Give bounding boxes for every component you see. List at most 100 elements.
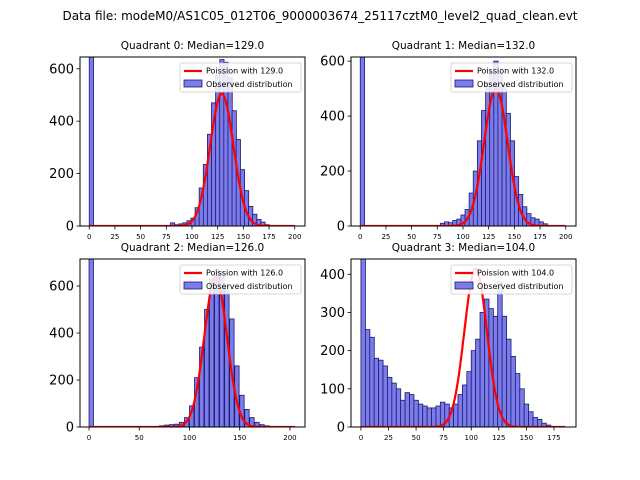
legend-box xyxy=(450,62,573,93)
x-tick-label: 175 xyxy=(262,233,275,241)
x-tick-label: 0 xyxy=(87,434,91,442)
x-tick-label: 75 xyxy=(439,434,448,442)
x-tick-label: 125 xyxy=(492,434,505,442)
legend-line-label: Poission with 104.0 xyxy=(477,269,554,278)
histogram-bar xyxy=(528,411,534,427)
histogram-bar xyxy=(457,394,463,427)
y-tick-label: 400 xyxy=(320,268,345,283)
subplots: Quadrant 0: Median=129.0 0 25 50 75 100 125 150… xyxy=(49,40,577,442)
histogram-bar xyxy=(453,403,459,427)
legend-box xyxy=(179,264,302,295)
histogram-bar xyxy=(510,355,516,427)
y-tick-label: 200 xyxy=(320,344,345,359)
histogram-bar xyxy=(231,110,237,226)
x-tick-label: 50 xyxy=(412,434,421,442)
histogram-bar xyxy=(479,312,485,427)
histogram-bar xyxy=(395,388,402,427)
legend: Poission with 126.0 Observed distribution xyxy=(179,264,302,295)
histogram-bar xyxy=(514,373,521,427)
x-tick-label: 100 xyxy=(183,434,196,442)
axes-frame xyxy=(350,258,577,428)
histogram-bar xyxy=(409,394,415,427)
legend: Poission with 104.0 Observed distribution xyxy=(450,264,573,295)
y-tick-label: 200 xyxy=(49,167,74,182)
x-tick-label: 50 xyxy=(135,434,144,442)
histogram-bar xyxy=(386,376,393,427)
x-tick-label: 125 xyxy=(482,233,495,241)
x-tick-label: 25 xyxy=(384,434,393,442)
y-tick-label: 0 xyxy=(337,421,345,436)
histogram-bar xyxy=(417,403,424,427)
y-tick-label: 400 xyxy=(49,115,74,130)
histogram-bar xyxy=(88,259,94,427)
histogram-bar xyxy=(369,336,375,427)
y-tick-label: 600 xyxy=(320,55,345,70)
y-tick-label: 400 xyxy=(49,327,74,342)
legend-bar-label: Observed distribution xyxy=(477,282,564,291)
y-tick-label: 300 xyxy=(320,306,345,321)
histogram-bar xyxy=(359,57,365,226)
y-tick-label: 400 xyxy=(320,110,345,125)
histogram-bar xyxy=(360,259,366,427)
x-tick-label: 100 xyxy=(185,233,198,241)
histogram-bar xyxy=(501,315,508,427)
histogram-bar xyxy=(224,285,230,427)
histogram-bar xyxy=(413,399,419,427)
x-tick-label: 100 xyxy=(456,233,469,241)
subplot-quadrant-2: Quadrant 2: Median=126.0 0 50 100 150 200 0 200… xyxy=(49,242,306,442)
legend-bar-swatch xyxy=(183,79,203,88)
y-tick-label: 0 xyxy=(66,220,74,235)
x-tick-label: 75 xyxy=(433,233,442,241)
legend-bar-label: Observed distribution xyxy=(206,282,293,291)
histogram-bar xyxy=(470,350,477,427)
x-tick-label: 200 xyxy=(559,233,572,241)
legend-bar-swatch xyxy=(454,281,474,290)
axes-frame xyxy=(350,56,577,227)
panel-title: Quadrant 0: Median=129.0 xyxy=(121,40,264,52)
poisson-curve xyxy=(89,92,295,226)
legend: Poission with 132.0 Observed distribution xyxy=(450,62,573,93)
x-tick-label: 0 xyxy=(359,434,363,442)
histogram-bar xyxy=(88,57,94,226)
x-tick-label: 175 xyxy=(547,434,560,442)
x-tick-label: 150 xyxy=(237,233,250,241)
panel-title: Quadrant 2: Median=126.0 xyxy=(121,242,264,254)
x-tick-label: 50 xyxy=(407,233,416,241)
x-tick-label: 0 xyxy=(358,233,362,241)
x-tick-label: 25 xyxy=(110,233,119,241)
histogram-bar xyxy=(227,77,233,226)
panel-title: Quadrant 1: Median=132.0 xyxy=(392,40,535,52)
axes-frame xyxy=(79,258,306,428)
histogram-bar xyxy=(536,418,543,427)
poisson-curve xyxy=(360,267,565,427)
legend: Poission with 129.0 Observed distribution xyxy=(179,62,302,93)
x-tick-label: 150 xyxy=(508,233,521,241)
histogram-bar xyxy=(400,399,406,427)
x-tick-label: 75 xyxy=(162,233,171,241)
x-tick-label: 25 xyxy=(381,233,390,241)
histogram-bar xyxy=(404,392,410,427)
x-tick-label: 150 xyxy=(520,434,533,442)
histogram-bar xyxy=(244,408,250,427)
histogram-bar xyxy=(249,417,255,427)
y-tick-label: 0 xyxy=(337,220,345,235)
histogram-bar xyxy=(209,278,215,427)
x-tick-label: 0 xyxy=(87,233,91,241)
x-tick-label: 100 xyxy=(465,434,478,442)
y-tick-label: 200 xyxy=(320,165,345,180)
y-tick-label: 0 xyxy=(66,421,74,436)
legend-bar-label: Observed distribution xyxy=(477,80,564,89)
legend-bar-swatch xyxy=(454,79,474,88)
histogram-bar xyxy=(519,388,525,427)
subplot-quadrant-1: Quadrant 1: Median=132.0 0 25 50 75 100 125 150… xyxy=(320,40,577,241)
y-tick-label: 600 xyxy=(49,62,74,77)
histogram-bar xyxy=(475,338,481,427)
subplot-quadrant-0: Quadrant 0: Median=129.0 0 25 50 75 100 125 150… xyxy=(49,40,306,241)
poisson-curve xyxy=(89,275,295,427)
legend-line-label: Poission with 129.0 xyxy=(206,67,283,76)
histogram-bar xyxy=(435,405,441,427)
axes-frame xyxy=(79,56,306,227)
poisson-curve xyxy=(360,87,566,226)
legend-box xyxy=(179,62,302,93)
